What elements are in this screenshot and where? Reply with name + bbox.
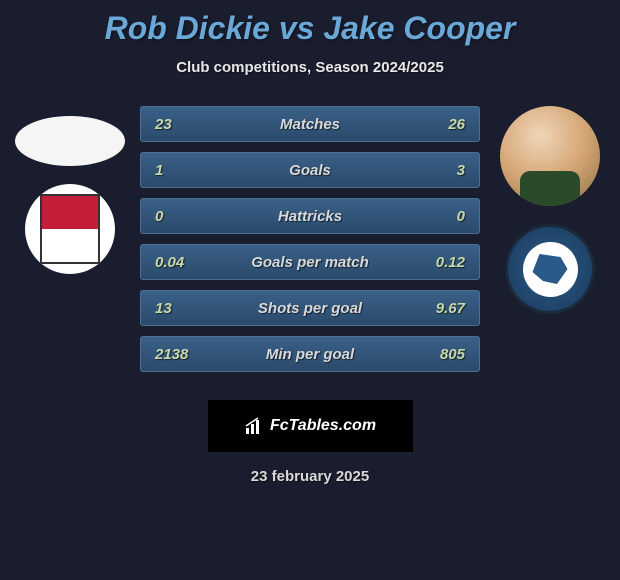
stat-label: Min per goal bbox=[266, 346, 354, 363]
chart-icon bbox=[244, 416, 264, 436]
stat-label: Matches bbox=[280, 116, 340, 133]
stat-label: Shots per goal bbox=[258, 300, 362, 317]
stat-row: 2138 Min per goal 805 bbox=[140, 336, 480, 372]
comparison-card: Rob Dickie vs Jake Cooper Club competiti… bbox=[0, 0, 620, 580]
stat-row: 0.04 Goals per match 0.12 bbox=[140, 244, 480, 280]
stat-label: Hattricks bbox=[278, 208, 342, 225]
stat-right-value: 9.67 bbox=[415, 300, 465, 317]
stat-row: 13 Shots per goal 9.67 bbox=[140, 290, 480, 326]
stat-left-value: 1 bbox=[155, 162, 205, 179]
stat-right-value: 3 bbox=[415, 162, 465, 179]
stat-row: 23 Matches 26 bbox=[140, 106, 480, 142]
date-text: 23 february 2025 bbox=[0, 468, 620, 485]
watermark-text: FcTables.com bbox=[270, 417, 376, 435]
watermark: FcTables.com bbox=[208, 400, 413, 452]
stat-left-value: 13 bbox=[155, 300, 205, 317]
stat-right-value: 0.12 bbox=[415, 254, 465, 271]
page-title: Rob Dickie vs Jake Cooper bbox=[0, 0, 620, 47]
stat-left-value: 23 bbox=[155, 116, 205, 133]
lion-icon bbox=[533, 254, 568, 284]
stat-right-value: 26 bbox=[415, 116, 465, 133]
shield-icon bbox=[40, 194, 100, 264]
club-left-badge bbox=[25, 184, 115, 274]
stat-label: Goals per match bbox=[251, 254, 369, 271]
player-right-column bbox=[490, 106, 610, 314]
stat-right-value: 0 bbox=[415, 208, 465, 225]
club-right-badge bbox=[505, 224, 595, 314]
stat-row: 1 Goals 3 bbox=[140, 152, 480, 188]
player-right-avatar bbox=[500, 106, 600, 206]
player-left-column bbox=[10, 106, 130, 274]
stat-left-value: 0 bbox=[155, 208, 205, 225]
stat-label: Goals bbox=[289, 162, 331, 179]
player-left-avatar bbox=[15, 116, 125, 166]
stat-row: 0 Hattricks 0 bbox=[140, 198, 480, 234]
circle-icon bbox=[523, 242, 578, 297]
stat-left-value: 2138 bbox=[155, 346, 205, 363]
subtitle: Club competitions, Season 2024/2025 bbox=[0, 59, 620, 76]
stat-right-value: 805 bbox=[415, 346, 465, 363]
stats-table: 23 Matches 26 1 Goals 3 0 Hattricks 0 0.… bbox=[140, 106, 480, 382]
main-area: 23 Matches 26 1 Goals 3 0 Hattricks 0 0.… bbox=[0, 106, 620, 386]
stat-left-value: 0.04 bbox=[155, 254, 205, 271]
